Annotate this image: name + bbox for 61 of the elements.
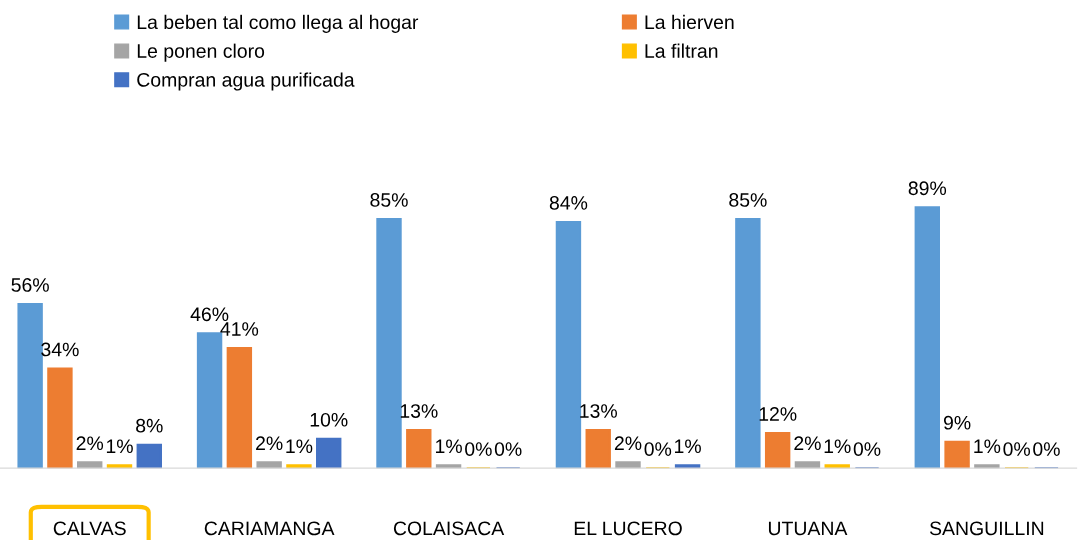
bar: [226, 346, 253, 469]
bar: [914, 206, 941, 469]
bar: [316, 437, 342, 469]
legend-label: La filtran: [645, 43, 718, 58]
data-label: 41%: [220, 322, 259, 336]
x-tick-label: CALVAS: [53, 521, 126, 536]
data-label: 1%: [824, 439, 851, 453]
data-label: 1%: [286, 439, 313, 453]
bar: [764, 431, 791, 469]
data-label: 84%: [549, 196, 588, 210]
data-label: 0%: [494, 442, 522, 456]
data-label: 1%: [106, 439, 133, 453]
bar: [286, 464, 312, 469]
data-label: 2%: [76, 436, 104, 451]
bar: [974, 464, 1000, 469]
bar: [47, 367, 73, 469]
x-tick-label: EL LUCERO: [574, 521, 682, 536]
data-label: 9%: [943, 415, 971, 430]
x-tick-label: CARIAMANGA: [204, 521, 335, 536]
legend-label: La hierven: [645, 14, 734, 30]
data-label: 8%: [136, 418, 163, 433]
bar: [136, 443, 162, 469]
x-tick-label: SANGUILLIN: [929, 521, 1044, 536]
bar: [376, 217, 402, 469]
data-label: 1%: [675, 439, 701, 453]
bar: [585, 429, 611, 469]
bar: [77, 461, 103, 469]
data-label: 85%: [729, 193, 767, 207]
data-label: 85%: [370, 193, 408, 207]
data-label: 1%: [974, 439, 1001, 453]
data-label: 1%: [436, 439, 462, 453]
data-label: 0%: [1003, 442, 1031, 456]
data-label: 13%: [400, 404, 438, 418]
bar: [406, 429, 432, 469]
data-label: 89%: [908, 181, 947, 196]
data-label: 2%: [614, 436, 642, 451]
legend-label: Le ponen cloro: [137, 43, 265, 62]
bar: [794, 461, 821, 469]
bar: [615, 461, 641, 469]
data-label: 0%: [465, 442, 492, 456]
legend-label: Compran agua purificada: [137, 72, 355, 91]
bar: [256, 461, 282, 469]
bar: [735, 217, 761, 469]
data-label: 2%: [256, 436, 283, 451]
data-label: 0%: [644, 442, 672, 456]
data-label: 0%: [853, 442, 881, 456]
bar: [944, 440, 970, 469]
data-label: 56%: [11, 278, 49, 292]
data-label: 0%: [1033, 442, 1060, 456]
data-label: 46%: [190, 307, 229, 322]
data-label: 2%: [794, 436, 821, 451]
data-label: 10%: [310, 412, 348, 427]
bar: [555, 220, 582, 469]
legend-label: La beben tal como llega al hogar: [137, 14, 419, 33]
bar: [435, 464, 462, 469]
bar: [674, 464, 701, 469]
bar: [106, 464, 133, 469]
x-tick-label: UTUANA: [768, 521, 848, 536]
x-tick-label: COLAISACA: [393, 521, 505, 536]
bar: [824, 464, 850, 469]
bar: [17, 303, 43, 469]
